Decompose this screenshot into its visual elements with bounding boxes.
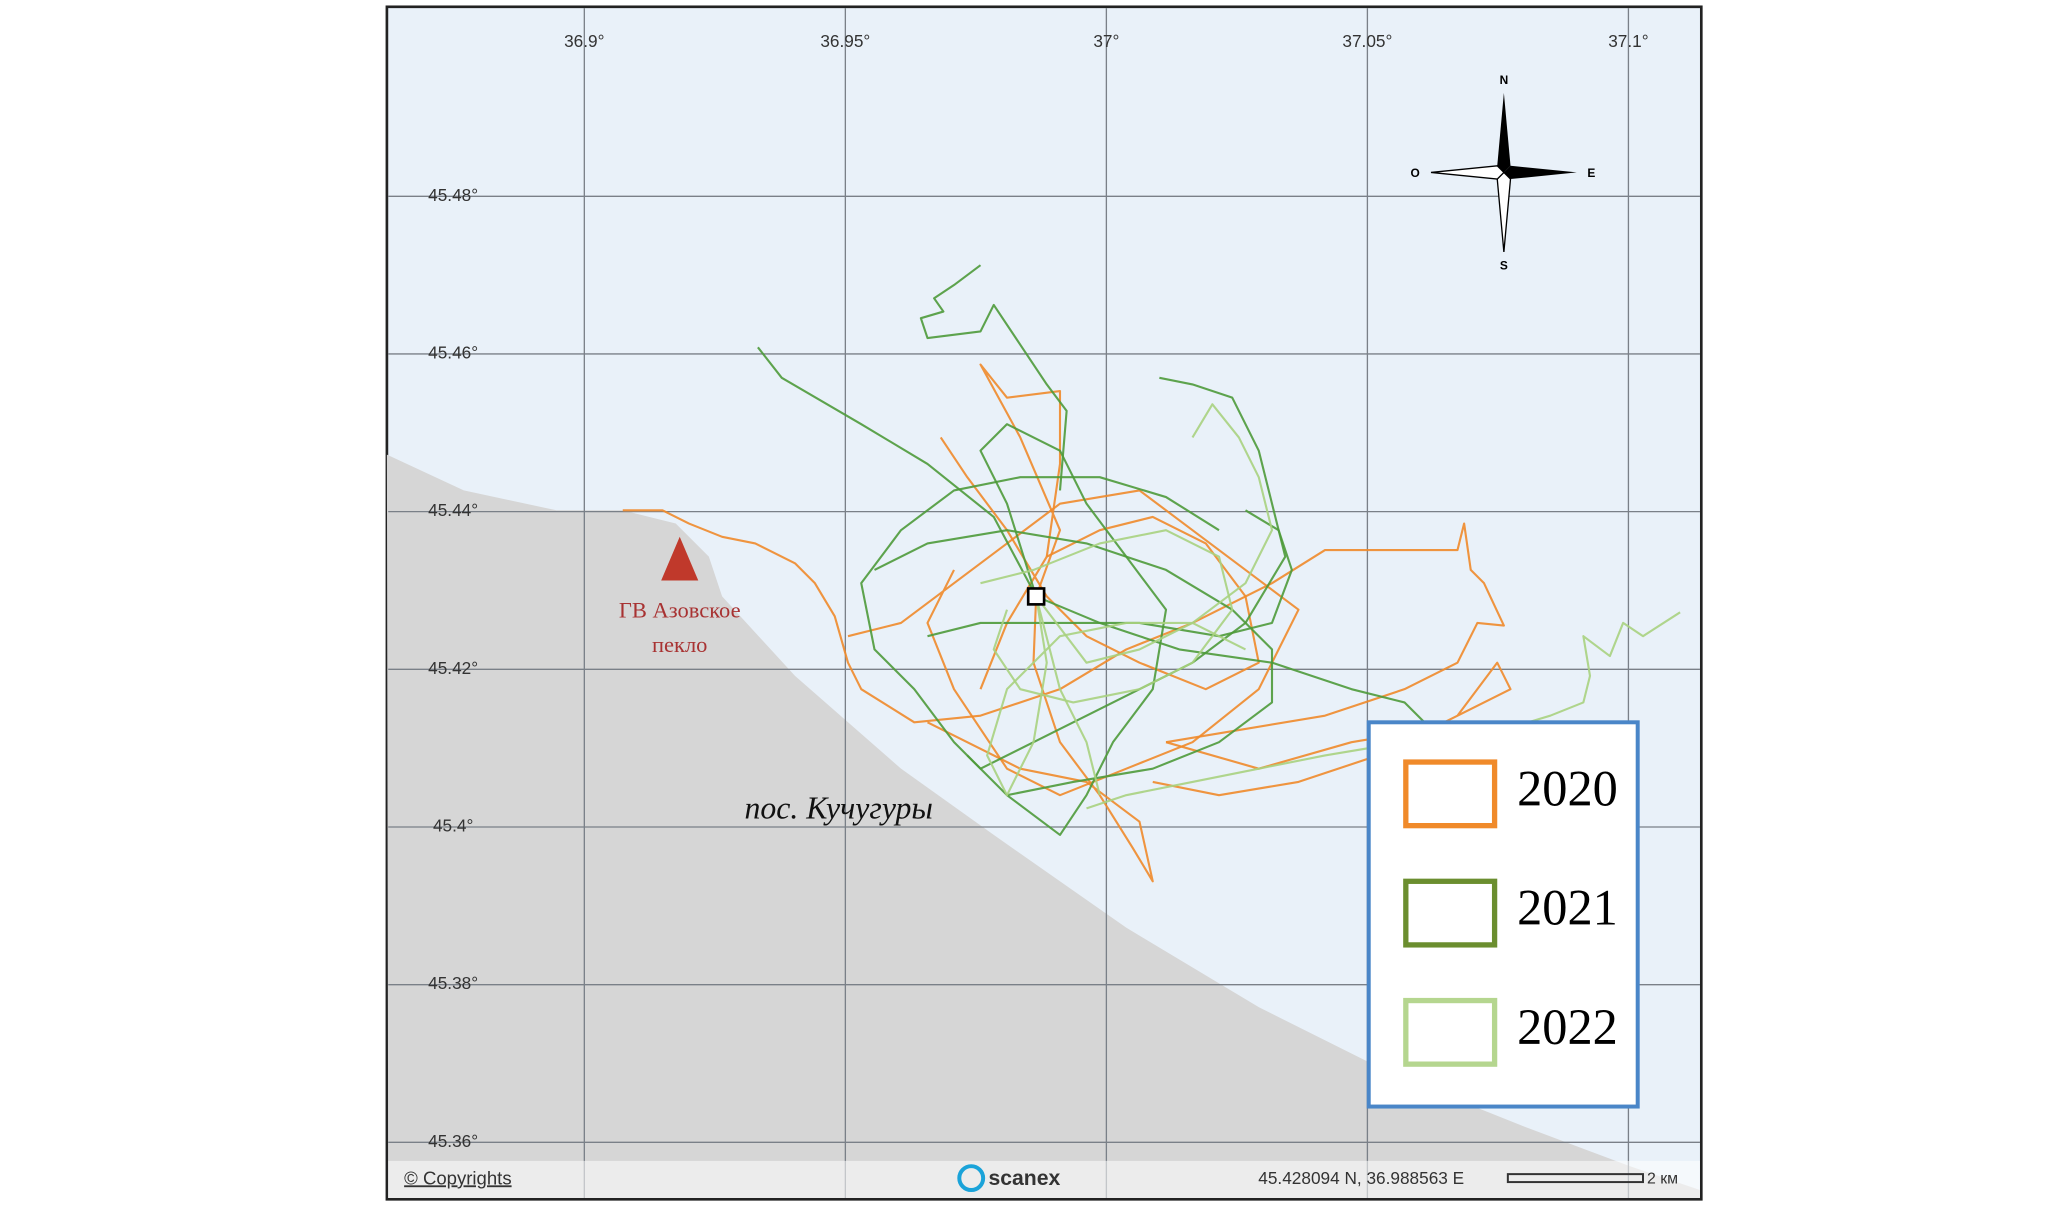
track-2020 xyxy=(847,489,1300,797)
lon-tick-label: 36.95° xyxy=(820,31,870,51)
brand-name: scanex xyxy=(988,1167,1060,1190)
legend-label: 2020 xyxy=(1517,760,1618,816)
settlement-label: пос. Кучугуры xyxy=(744,790,932,825)
scale-label: 2 км xyxy=(1647,1171,1678,1188)
compass-label: E xyxy=(1587,166,1595,180)
land xyxy=(386,454,1700,1198)
track-2021 xyxy=(979,423,1168,836)
compass-label: N xyxy=(1500,73,1509,87)
lon-tick-label: 37.1° xyxy=(1608,31,1648,51)
station-icon xyxy=(661,536,699,581)
station-label: ГВ Азовское xyxy=(619,597,741,622)
lat-tick-label: 45.48° xyxy=(428,185,478,205)
track-2022 xyxy=(1086,611,1681,810)
lat-tick-label: 45.46° xyxy=(428,342,478,362)
brand-logo xyxy=(957,1164,986,1193)
copyright-link[interactable]: © Copyrights xyxy=(404,1167,511,1188)
lat-tick-label: 45.4° xyxy=(433,816,473,836)
lat-tick-label: 45.44° xyxy=(428,500,478,520)
track-2020 xyxy=(927,363,1154,883)
track-2022 xyxy=(986,596,1246,797)
tracks xyxy=(622,264,1681,883)
legend-swatch xyxy=(1403,759,1498,829)
track-2022 xyxy=(980,529,1234,704)
legend-label: 2022 xyxy=(1517,999,1618,1055)
track-2021 xyxy=(860,376,1287,770)
scale-bar xyxy=(1506,1173,1644,1184)
legend-swatch xyxy=(1403,997,1498,1067)
legend-label: 2021 xyxy=(1517,880,1618,936)
station-label: пекло xyxy=(652,632,707,657)
track-2020 xyxy=(939,436,1260,691)
track-2021 xyxy=(874,529,1274,797)
legend-swatch xyxy=(1403,878,1498,948)
compass-label: O xyxy=(1410,166,1419,180)
coordinates: 45.428094 N, 36.988563 E xyxy=(1258,1168,1464,1188)
lat-tick-label: 45.36° xyxy=(428,1131,478,1151)
lon-tick-label: 37.05° xyxy=(1342,31,1392,51)
lon-tick-label: 37° xyxy=(1093,31,1119,51)
compass: N E S O xyxy=(1410,73,1595,273)
legend: 2020 2021 2022 xyxy=(1366,720,1640,1109)
lat-tick-label: 45.38° xyxy=(428,973,478,993)
compass-label: S xyxy=(1500,259,1508,273)
track-2021 xyxy=(757,346,1445,743)
footer: © Copyrights scanex 45.428094 N, 36.9885… xyxy=(388,1160,1700,1198)
lon-tick-label: 36.9° xyxy=(564,31,604,51)
track-2020 xyxy=(1152,661,1512,797)
track-2021 xyxy=(919,264,1068,491)
track-2020 xyxy=(622,509,1505,744)
station-marker xyxy=(1026,587,1046,606)
grid xyxy=(388,8,1700,1198)
lat-tick-label: 45.42° xyxy=(428,658,478,678)
